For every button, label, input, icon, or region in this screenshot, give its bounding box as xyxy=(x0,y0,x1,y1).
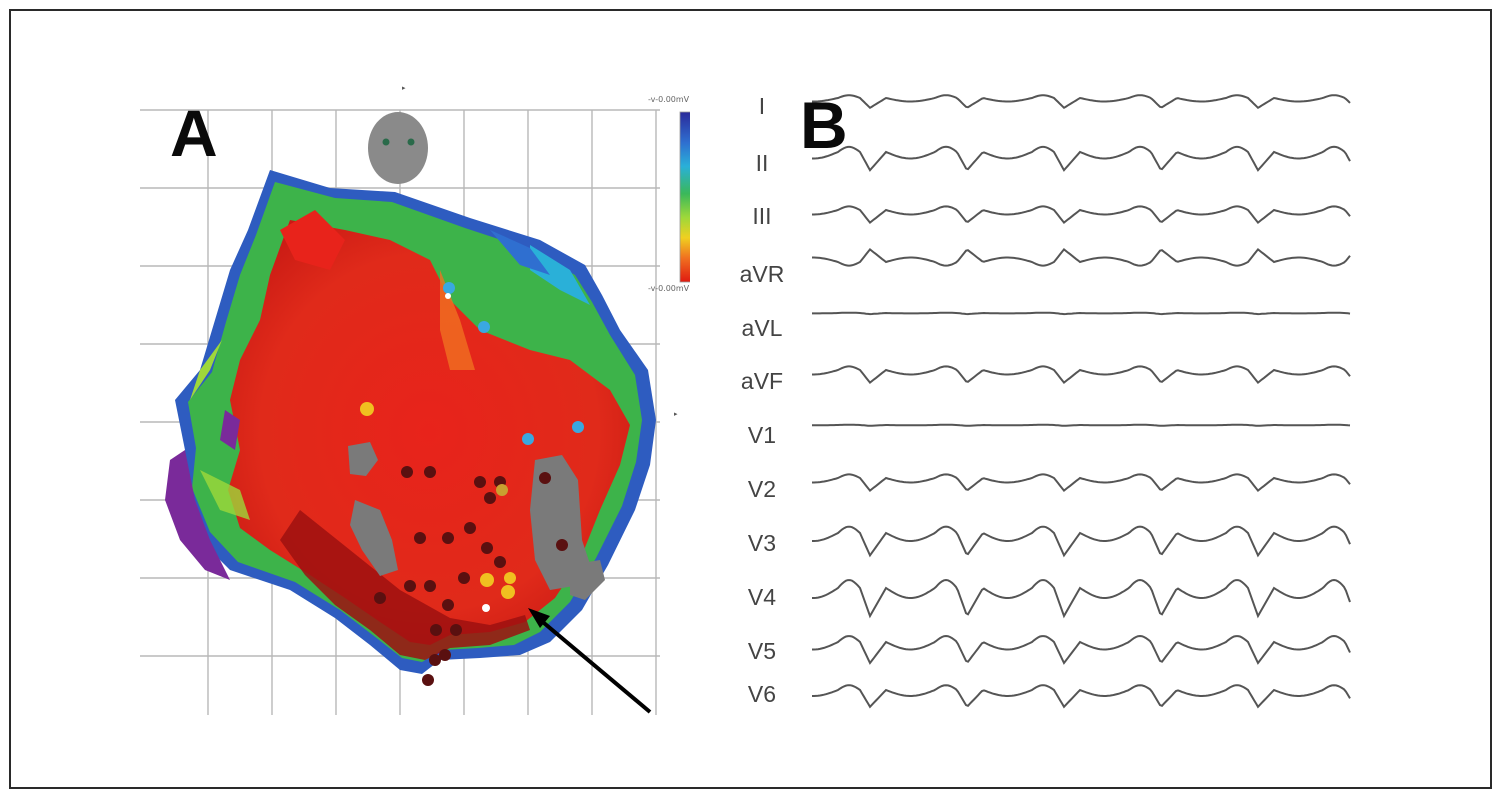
orientation-label-right: ▸ xyxy=(674,410,678,418)
scar-regions xyxy=(348,442,605,600)
orientation-label-top: ▸ xyxy=(402,84,406,92)
colorbar-bottom-label: -v-0.00mV xyxy=(648,284,690,293)
panel-a-letter: A xyxy=(170,96,218,170)
voltage-map: ▸ ▸ xyxy=(140,84,699,715)
colorbar-top-label: -v-0.00mV xyxy=(648,95,690,104)
voltage-colorbar xyxy=(679,111,699,283)
ablation-points xyxy=(360,282,584,686)
head-orientation-icon xyxy=(368,112,428,184)
electroanatomic-map-panel: ▸ ▸ xyxy=(130,70,699,735)
arrow-pointer xyxy=(528,608,652,714)
